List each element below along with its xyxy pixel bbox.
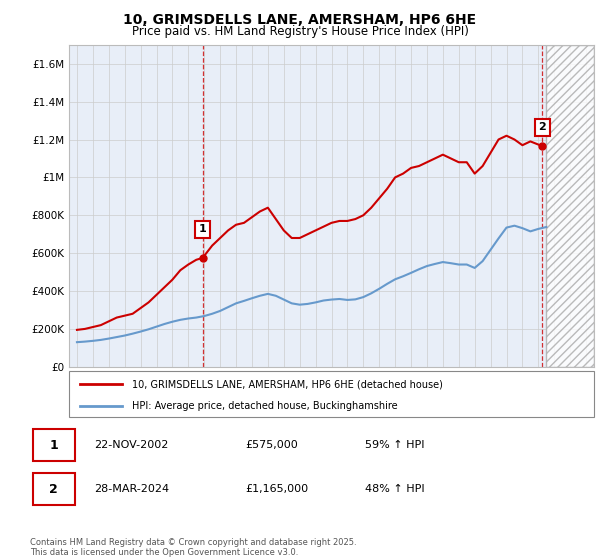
Text: £1,165,000: £1,165,000 — [245, 484, 308, 494]
Text: HPI: Average price, detached house, Buckinghamshire: HPI: Average price, detached house, Buck… — [132, 401, 398, 410]
Text: Price paid vs. HM Land Registry's House Price Index (HPI): Price paid vs. HM Land Registry's House … — [131, 25, 469, 38]
FancyBboxPatch shape — [33, 429, 74, 461]
Text: 59% ↑ HPI: 59% ↑ HPI — [365, 440, 424, 450]
Text: 48% ↑ HPI: 48% ↑ HPI — [365, 484, 424, 494]
Text: 1: 1 — [199, 225, 206, 235]
Text: 1: 1 — [49, 438, 58, 452]
Text: Contains HM Land Registry data © Crown copyright and database right 2025.
This d: Contains HM Land Registry data © Crown c… — [30, 538, 356, 557]
Text: 2: 2 — [538, 122, 546, 132]
FancyBboxPatch shape — [69, 371, 594, 417]
Text: 28-MAR-2024: 28-MAR-2024 — [94, 484, 169, 494]
Text: 10, GRIMSDELLS LANE, AMERSHAM, HP6 6HE (detached house): 10, GRIMSDELLS LANE, AMERSHAM, HP6 6HE (… — [132, 379, 443, 389]
Bar — [546, 45, 594, 367]
FancyBboxPatch shape — [33, 473, 74, 505]
Text: 2: 2 — [49, 483, 58, 496]
Text: 22-NOV-2002: 22-NOV-2002 — [94, 440, 169, 450]
Text: £575,000: £575,000 — [245, 440, 298, 450]
Text: 10, GRIMSDELLS LANE, AMERSHAM, HP6 6HE: 10, GRIMSDELLS LANE, AMERSHAM, HP6 6HE — [124, 13, 476, 27]
